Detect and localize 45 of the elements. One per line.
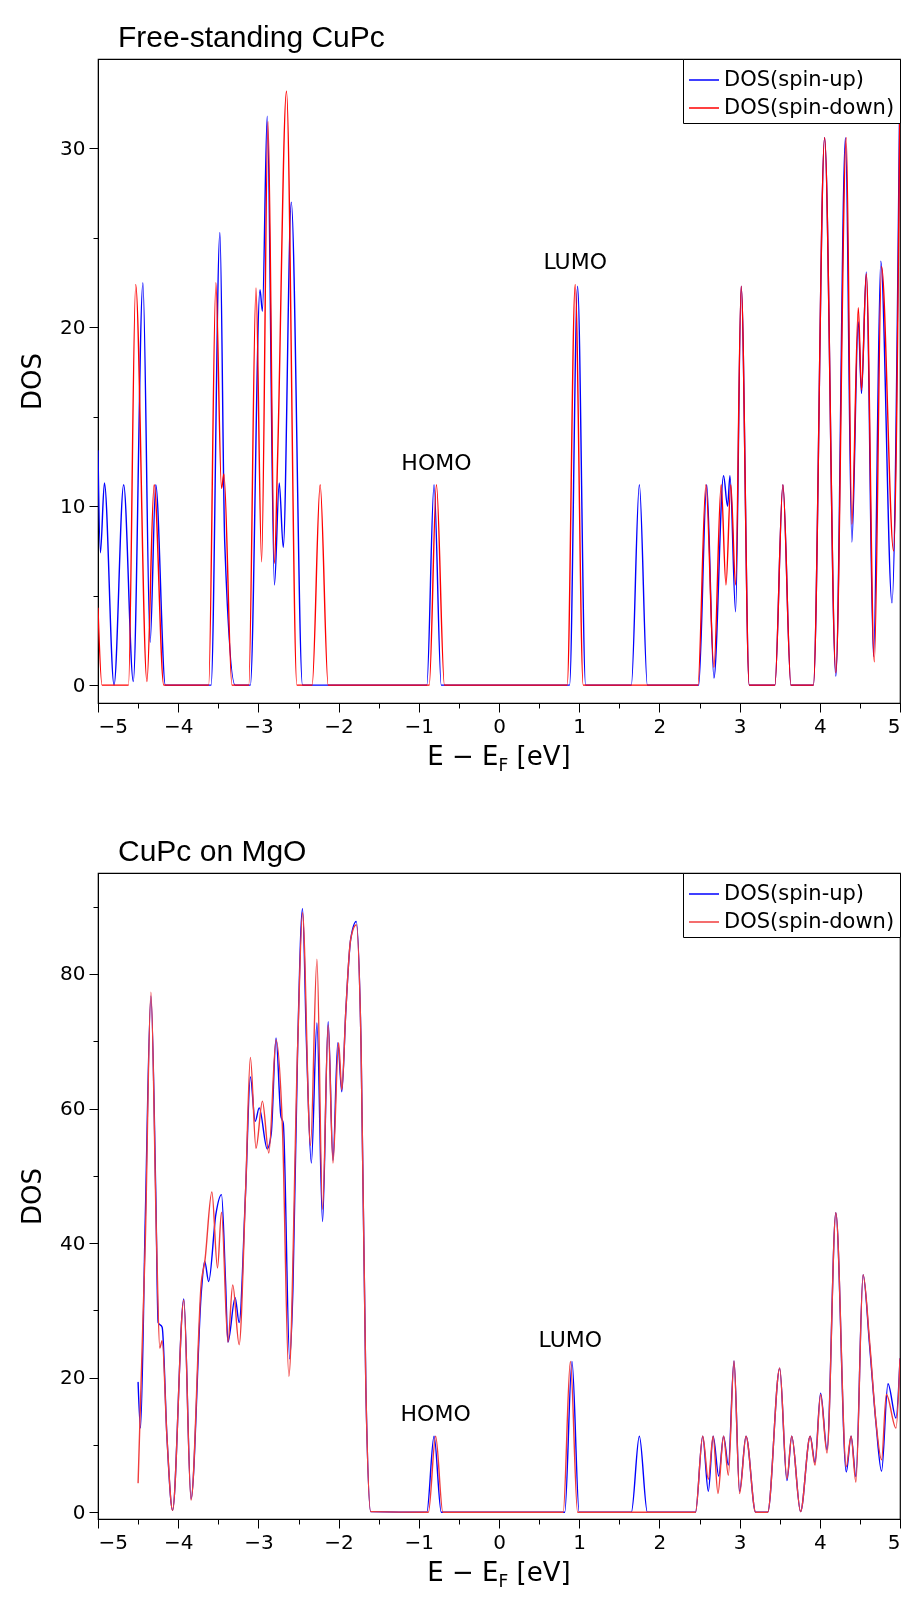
x-tick-label: 0 (493, 1529, 506, 1554)
y-tick-label: 60 (60, 1096, 86, 1121)
y-tick-label: 30 (60, 135, 86, 160)
x-tick-label: −5 (98, 1529, 128, 1554)
annotation: LUMO (543, 249, 607, 275)
x-tick-label: 2 (653, 1529, 667, 1554)
x-tick-label: 3 (733, 713, 747, 738)
legend-label: DOS(spin-up) (724, 881, 865, 905)
x-tick-label: −3 (244, 1529, 274, 1554)
y-tick-label: 40 (60, 1230, 86, 1255)
x-tick-label: 5 (887, 1529, 901, 1554)
legend-label: DOS(spin-down) (724, 909, 895, 933)
y-tick-label: 20 (60, 1365, 86, 1390)
y-axis-title: DOS (17, 353, 48, 410)
y-tick-label: 0 (72, 1499, 86, 1524)
x-tick-label: −4 (163, 713, 194, 738)
x-tick-label: −1 (404, 1529, 435, 1554)
chart-title: Free-standing CuPc (118, 19, 385, 53)
x-axis-title: E − E$_{F}$ [eV] (426, 741, 572, 778)
x-tick-label: −1 (404, 713, 435, 738)
x-tick-label: 1 (573, 1529, 587, 1554)
x-axis-title: E − E$_{F}$ [eV] (426, 1557, 572, 1594)
x-tick-label: −5 (98, 713, 128, 738)
y-tick-label: 0 (72, 672, 86, 697)
x-tick-label: −3 (244, 713, 274, 738)
x-tick-label: 2 (653, 713, 667, 738)
legend-label: DOS(spin-up) (724, 67, 865, 91)
x-tick-label: 5 (887, 713, 901, 738)
annotation: HOMO (400, 1401, 471, 1427)
y-tick-label: 10 (60, 493, 86, 518)
y-tick-label: 80 (60, 961, 86, 986)
x-tick-label: 4 (813, 713, 827, 738)
legend-label: DOS(spin-down) (724, 95, 895, 119)
y-axis-title: DOS (17, 1168, 48, 1225)
x-tick-label: 3 (733, 1529, 747, 1554)
x-tick-label: 0 (493, 713, 506, 738)
x-tick-label: 4 (813, 1529, 827, 1554)
x-tick-label: 1 (573, 713, 587, 738)
y-tick-label: 20 (60, 314, 86, 339)
x-tick-label: −4 (163, 1529, 194, 1554)
x-tick-label: −2 (324, 713, 354, 738)
chart-title: CuPc on MgO (118, 833, 307, 867)
annotation: LUMO (538, 1326, 603, 1352)
x-tick-label: −2 (324, 1529, 354, 1554)
annotation: HOMO (401, 449, 472, 475)
